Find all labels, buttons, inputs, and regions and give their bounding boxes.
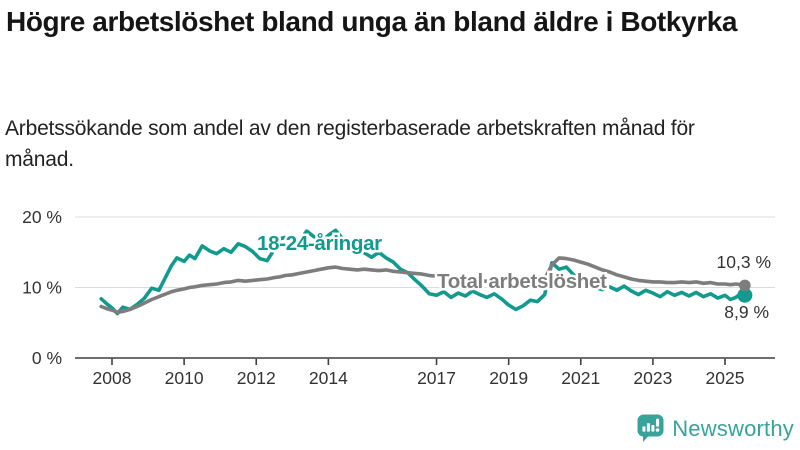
end-value-label-1: 10,3 % bbox=[717, 252, 771, 272]
brand-footer: Newsworthy bbox=[637, 414, 794, 443]
x-tick-label: 2023 bbox=[633, 368, 672, 388]
x-tick-label: 2012 bbox=[237, 368, 276, 388]
y-tick-label: 0 % bbox=[32, 348, 62, 368]
x-tick-label: 2008 bbox=[93, 368, 132, 388]
x-tick-label: 2010 bbox=[165, 368, 204, 388]
chart-title: Högre arbetslöshet bland unga än bland ä… bbox=[6, 6, 738, 37]
newsworthy-logo-icon bbox=[637, 414, 664, 442]
x-tick-label: 2017 bbox=[417, 368, 456, 388]
end-value-label-0: 8,9 % bbox=[724, 302, 769, 322]
series-line-0 bbox=[99, 228, 747, 316]
series-end-dot-0 bbox=[737, 287, 753, 303]
series-end-dot-1 bbox=[739, 279, 751, 292]
series-label-1: Total arbetslöshet bbox=[437, 270, 607, 293]
x-tick-label: 2021 bbox=[561, 368, 600, 388]
y-tick-label: 10 % bbox=[22, 278, 62, 298]
x-tick-label: 2019 bbox=[489, 368, 528, 388]
brand-name: Newsworthy bbox=[672, 415, 794, 441]
x-tick-label: 2014 bbox=[309, 368, 348, 388]
y-tick-label: 20 % bbox=[22, 207, 62, 227]
x-tick-label: 2025 bbox=[706, 368, 745, 388]
chart-subtitle: Arbetssökande som andel av den registerb… bbox=[5, 117, 695, 171]
series-line-1 bbox=[99, 256, 747, 314]
series-label-0: 18-24-åringar bbox=[257, 232, 382, 255]
